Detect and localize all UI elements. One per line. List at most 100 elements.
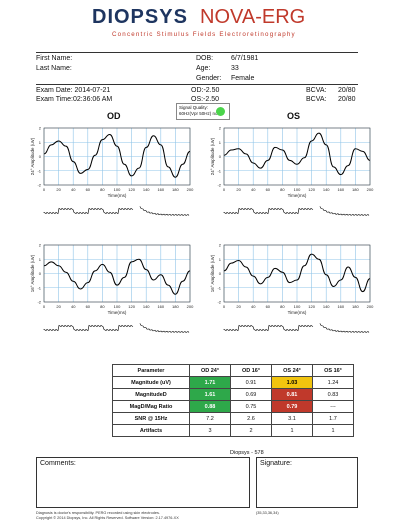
waveform-line — [43, 133, 191, 178]
x-tick-label: 80 — [100, 187, 105, 192]
dob-label: DOB: — [196, 55, 214, 62]
x-tick-label: 160 — [157, 304, 164, 309]
exam-time: Exam Time:02:36:06 AM — [36, 96, 113, 103]
table-cell: 0.81 — [271, 388, 313, 401]
signal-quality-indicator — [216, 107, 225, 116]
bcva-od: 20/80 — [338, 87, 356, 94]
x-tick-label: 140 — [323, 304, 330, 309]
table-cell: 0.88 — [189, 400, 231, 413]
x-tick-label: 100 — [114, 304, 121, 309]
raw-signal-trace — [43, 207, 134, 215]
table-row: MagnitudeD 1.61 0.69 0.81 0.83 — [112, 388, 354, 401]
bcva-label-od: BCVA: — [306, 87, 327, 94]
x-tick-label: 200 — [367, 187, 374, 192]
table-cell: 0.83 — [312, 388, 354, 401]
x-tick-label: 80 — [280, 187, 285, 192]
table-row: Artifacts 3 2 1 1 — [112, 424, 354, 437]
table-cell: 0.91 — [230, 376, 272, 389]
header-od24: OD 24° — [189, 364, 231, 377]
raw-signal-trace — [223, 324, 314, 332]
brand-logo: DIOPSYS NOVA-ERG Concentric Stimulus Fie… — [92, 6, 332, 46]
y-tick-label: 0 — [219, 154, 222, 159]
y-tick-label: 1 — [39, 257, 42, 262]
divider — [36, 52, 358, 53]
table-cell: 2.6 — [230, 412, 272, 425]
table-cell: 1.7 — [312, 412, 354, 425]
x-tick-label: 120 — [128, 187, 135, 192]
table-cell: 1.71 — [189, 376, 231, 389]
plot-frame — [43, 127, 191, 186]
y-tick-label: -2 — [37, 183, 41, 188]
x-tick-label: 100 — [294, 187, 301, 192]
plot-frame — [43, 244, 191, 303]
od-sphere: OD:-2.50 — [191, 87, 220, 94]
x-tick-label: 160 — [337, 187, 344, 192]
signature-box[interactable]: Signature: — [256, 457, 358, 508]
brand-subtitle: Concentric Stimulus Fields Electroretino… — [112, 31, 296, 38]
erg-waveform-plots: 0 20 40 60 80 100 120 140 160 180 200210-1-2Time(m… — [30, 126, 374, 333]
raw-signal-trace — [223, 207, 314, 215]
signal-quality-box: Signal Quality: 60Hz(Vpr 50Hz) noise — [176, 103, 230, 120]
row-label: Artifacts — [112, 424, 190, 437]
device-id: Diopsys - 578 — [230, 450, 264, 456]
table-row: Magnitude (uV) 1.71 0.91 1.03 1.24 — [112, 376, 354, 389]
x-tick-label: 160 — [337, 304, 344, 309]
bcva-label-os: BCVA: — [306, 96, 327, 103]
y-tick-label: 0 — [39, 154, 42, 159]
row-label: Magnitude (uV) — [112, 376, 190, 389]
header-os16: OS 16° — [312, 364, 354, 377]
fft-trace — [319, 206, 370, 216]
y-tick-label: -2 — [37, 300, 41, 305]
x-tick-label: 20 — [56, 187, 61, 192]
y-tick-label: 2 — [219, 243, 222, 248]
table-cell: --- — [312, 400, 354, 413]
y-tick-label: 2 — [219, 126, 222, 131]
x-tick-label: 180 — [172, 187, 179, 192]
plot-frame — [223, 127, 371, 186]
header-od16: OD 16° — [230, 364, 272, 377]
signal-quality-label: Signal Quality: — [179, 105, 209, 110]
y-tick-label: 2 — [39, 243, 42, 248]
age-label: Age: — [196, 65, 211, 72]
os-heading: OS — [287, 111, 301, 121]
table-cell: 1.61 — [189, 388, 231, 401]
waveform-line — [223, 253, 371, 293]
x-tick-label: 0 — [43, 187, 46, 192]
y-tick-label: 2 — [39, 126, 42, 131]
bcva-os: 20/80 — [338, 96, 356, 103]
x-tick-label: 200 — [187, 187, 194, 192]
y-tick-label: -2 — [217, 300, 221, 305]
table-cell: 1.03 — [271, 376, 313, 389]
table-cell: 0.75 — [230, 400, 272, 413]
y-tick-label: 1 — [219, 257, 222, 262]
x-tick-label: 160 — [157, 187, 164, 192]
x-tick-label: 0 — [223, 187, 226, 192]
comments-box[interactable]: Comments: — [36, 457, 250, 508]
x-tick-label: 60 — [86, 304, 91, 309]
waveform-line — [223, 132, 371, 176]
gender-value: Female — [231, 75, 255, 82]
x-axis-label: Time(ms) — [288, 310, 307, 315]
y-tick-label: 1 — [39, 140, 42, 145]
x-tick-label: 180 — [172, 304, 179, 309]
x-axis-label: Time(ms) — [108, 193, 127, 198]
fft-trace — [139, 206, 190, 216]
last-name-label: Last Name: — [36, 65, 72, 72]
x-tick-label: 200 — [187, 304, 194, 309]
x-tick-label: 120 — [308, 187, 315, 192]
table-cell: 0.69 — [230, 388, 272, 401]
table-row: SNR @ 15Hz 7.2 2.6 3.1 1.7 — [112, 412, 354, 425]
y-axis-label: 24° Amplitude (uV) — [30, 137, 35, 175]
x-tick-label: 180 — [352, 187, 359, 192]
x-tick-label: 200 — [367, 304, 374, 309]
x-axis-label: Time(ms) — [288, 193, 307, 198]
x-tick-label: 40 — [71, 187, 76, 192]
x-tick-label: 100 — [294, 304, 301, 309]
x-tick-label: 140 — [143, 187, 150, 192]
table-cell: 1 — [312, 424, 354, 437]
gender-label: Gender: — [196, 75, 222, 82]
os-sphere: OS:-2.50 — [191, 96, 220, 103]
x-tick-label: 80 — [280, 304, 285, 309]
results-table: Parameter OD 24° OD 16° OS 24° OS 16° Ma… — [112, 364, 354, 437]
x-tick-label: 60 — [86, 187, 91, 192]
